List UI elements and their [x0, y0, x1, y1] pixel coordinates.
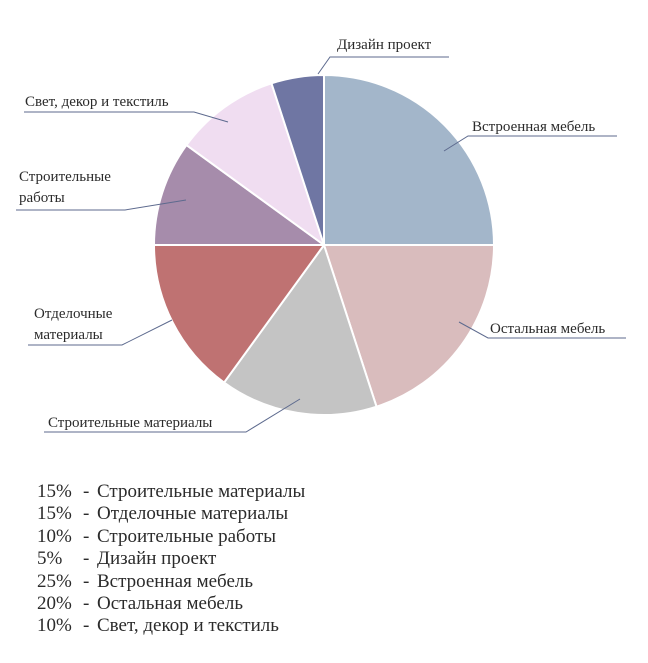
pie-slice [223, 244, 378, 416]
legend-separator: - [83, 593, 90, 615]
legend-label: Встроенная мебель [97, 570, 254, 592]
leader-line [16, 199, 187, 211]
legend: 15% - Строительные материалы 15% - Отделочны… [37, 481, 305, 638]
legend-percent: 5% [37, 548, 63, 570]
slice-label: Остальная мебель [490, 321, 605, 337]
legend-label: Свет, декор и текстиль [97, 615, 279, 637]
pie-slice [323, 74, 495, 246]
legend-label: Строительные материалы [97, 481, 306, 502]
slice-label: Строительные работы [19, 169, 111, 206]
slice-label: Дизайн проект [337, 37, 432, 53]
legend-percent: 15% [37, 503, 72, 525]
legend-separator: - [83, 615, 90, 637]
leader-line [24, 111, 229, 123]
leader-line [28, 319, 173, 346]
legend-label: Строительные работы [97, 525, 277, 547]
leader-line [458, 321, 626, 339]
legend-row: 10% - Строительные работы [37, 526, 305, 548]
legend-label: Дизайн проект [97, 548, 217, 570]
slice-label: Строительные материалы [48, 415, 212, 431]
legend-separator: - [83, 503, 90, 525]
legend-row: 10% - Свет, декор и текстиль [37, 615, 305, 637]
slice-label: Встроенная мебель [472, 119, 595, 135]
slice-label: Отделочные материалы [34, 306, 113, 343]
legend-percent: 10% [37, 525, 72, 547]
legend-row: 25% - Встроенная мебель [37, 571, 305, 593]
legend-label: Отделочные материалы [97, 503, 289, 525]
legend-row: 15% - Строительные материалы [37, 481, 305, 503]
pie-slice [270, 74, 325, 246]
legend-row: 5% - Дизайн проект [37, 548, 305, 570]
pie-slice [185, 82, 325, 246]
legend-separator: - [83, 525, 90, 547]
pie-slice [323, 244, 495, 408]
slice-labels: Встроенная мебель Остальная мебель Строите… [19, 37, 605, 431]
leader-line [44, 398, 301, 433]
legend-row: 15% - Отделочные материалы [37, 503, 305, 525]
pie-chart: Встроенная мебель Остальная мебель Строите… [16, 37, 626, 433]
pie-slices [153, 74, 495, 416]
legend-row: 20% - Остальная мебель [37, 593, 305, 615]
legend-label: Остальная мебель [97, 593, 243, 615]
leader-line [317, 56, 449, 75]
legend-percent: 25% [37, 570, 72, 592]
legend-percent: 15% [37, 481, 72, 502]
slice-label: Свет, декор и текстиль [25, 94, 169, 110]
legend-percent: 10% [37, 615, 72, 637]
leader-line [443, 135, 617, 152]
legend-separator: - [83, 548, 90, 570]
leader-lines [16, 56, 626, 433]
pie-slice [153, 144, 325, 246]
legend-separator: - [83, 570, 90, 592]
pie-slice [153, 244, 325, 384]
legend-separator: - [83, 481, 90, 502]
legend-percent: 20% [37, 593, 72, 615]
